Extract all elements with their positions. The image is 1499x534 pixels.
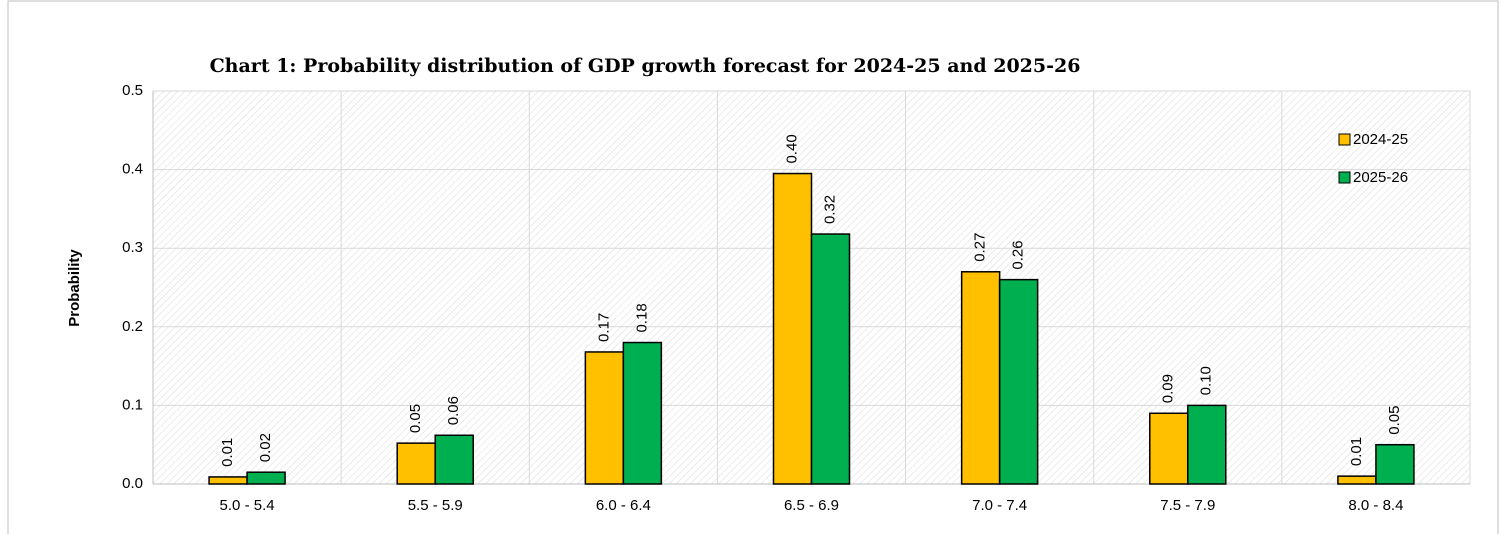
y-axis-label: Probability	[66, 249, 83, 327]
x-tick-label: 7.5 - 7.9	[1160, 497, 1215, 514]
y-tick-label: 0.3	[122, 239, 143, 256]
chart-title: Chart 1: Probability distribution of GDP…	[210, 55, 1081, 77]
x-tick-label: 6.5 - 6.9	[784, 497, 839, 514]
bar	[1149, 412, 1189, 485]
value-label: 0.01	[1348, 437, 1365, 466]
bar	[1375, 443, 1415, 485]
bar	[584, 351, 625, 485]
y-tick-label: 0.4	[122, 161, 143, 178]
value-label: 0.18	[633, 303, 650, 332]
bar	[246, 471, 286, 485]
bar	[810, 233, 851, 485]
value-label: 0.17	[595, 313, 612, 342]
x-tick-label: 7.0 - 7.4	[972, 497, 1027, 514]
bar	[772, 172, 813, 485]
bar	[960, 271, 1001, 485]
bar	[1187, 404, 1227, 485]
y-tick-label: 0.0	[122, 475, 143, 492]
y-tick-label: 0.2	[122, 318, 143, 335]
legend-label: 2025-26	[1353, 169, 1408, 186]
value-label: 0.06	[445, 396, 462, 425]
value-label: 0.27	[972, 233, 989, 262]
x-tick-label: 8.0 - 8.4	[1348, 497, 1403, 514]
value-label: 0.26	[1010, 240, 1027, 269]
bar	[1337, 475, 1377, 485]
value-label: 0.09	[1160, 374, 1177, 403]
value-label: 0.40	[783, 134, 800, 163]
legend-label: 2024-25	[1353, 131, 1408, 148]
value-label: 0.02	[257, 433, 274, 462]
bar	[396, 442, 436, 485]
y-tick-label: 0.5	[122, 82, 143, 99]
legend-swatch	[1338, 171, 1351, 184]
y-tick-label: 0.1	[122, 396, 143, 413]
value-label: 0.05	[1386, 405, 1403, 434]
value-label: 0.01	[219, 438, 236, 467]
bar	[998, 278, 1039, 485]
x-tick-label: 5.5 - 5.9	[408, 497, 463, 514]
bar	[434, 434, 474, 485]
bar	[622, 341, 663, 485]
x-tick-label: 5.0 - 5.4	[220, 497, 275, 514]
value-label: 0.32	[821, 195, 838, 224]
legend-swatch	[1338, 133, 1351, 146]
value-label: 0.05	[407, 404, 424, 433]
value-label: 0.10	[1198, 366, 1215, 395]
frame	[7, 0, 1499, 534]
bar	[208, 476, 248, 485]
x-tick-label: 6.0 - 6.4	[596, 497, 651, 514]
